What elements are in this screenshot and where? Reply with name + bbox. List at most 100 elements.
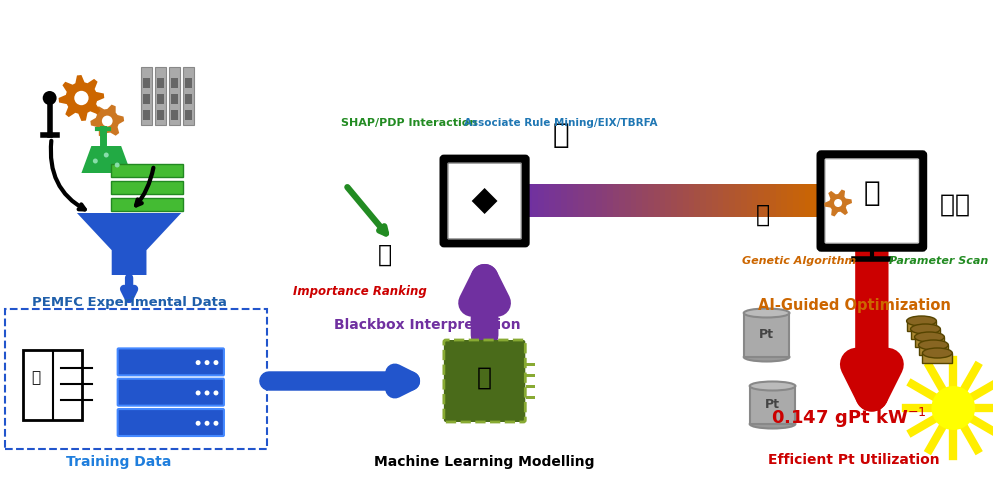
Text: PEMFC Experimental Data: PEMFC Experimental Data [32, 296, 227, 309]
Bar [911, 329, 940, 339]
Text: 🔨: 🔨 [378, 243, 392, 267]
Bar [810, 184, 817, 217]
Bar [526, 374, 535, 377]
Circle shape [931, 386, 975, 430]
Ellipse shape [750, 382, 795, 390]
Bar [526, 385, 535, 388]
Bar [155, 67, 166, 125]
Text: Importance Ranking: Importance Ranking [293, 285, 426, 298]
Bar [526, 385, 535, 388]
Bar [526, 385, 535, 388]
Bar [141, 67, 152, 125]
Bar [526, 385, 535, 388]
Bar [526, 184, 533, 217]
FancyBboxPatch shape [118, 379, 224, 406]
Text: 💡: 💡 [864, 179, 880, 207]
FancyBboxPatch shape [441, 156, 528, 246]
Bar [111, 198, 183, 211]
Circle shape [205, 390, 210, 395]
Circle shape [196, 390, 201, 395]
Ellipse shape [744, 309, 789, 317]
Bar [677, 184, 684, 217]
Polygon shape [472, 188, 497, 214]
Bar [171, 78, 178, 88]
Text: Pt: Pt [765, 398, 780, 412]
Bar [526, 363, 535, 366]
Text: Genetic Algorithm: Genetic Algorithm [742, 256, 856, 266]
Bar [561, 184, 568, 217]
Bar [752, 184, 759, 217]
Bar [735, 184, 742, 217]
Bar [607, 184, 614, 217]
FancyBboxPatch shape [23, 350, 82, 420]
Bar [573, 184, 579, 217]
Polygon shape [824, 189, 852, 216]
Bar [532, 184, 539, 217]
Bar [741, 184, 748, 217]
Bar [665, 184, 672, 217]
Bar [538, 184, 545, 217]
Bar [671, 184, 678, 217]
Circle shape [102, 115, 113, 126]
Bar [770, 184, 777, 217]
Ellipse shape [744, 352, 789, 361]
Circle shape [93, 159, 98, 164]
Text: Associate Rule Mining/EIX/TBRFA: Associate Rule Mining/EIX/TBRFA [464, 118, 658, 128]
Bar [694, 184, 701, 217]
Text: 🧠: 🧠 [756, 203, 770, 227]
Bar [143, 110, 150, 120]
Bar [723, 184, 730, 217]
Bar [922, 353, 952, 363]
Bar [712, 184, 719, 217]
Bar [793, 184, 800, 217]
Bar [919, 345, 948, 355]
Bar [526, 374, 535, 377]
Text: Training Data: Training Data [66, 455, 172, 469]
Text: 🧠: 🧠 [477, 366, 492, 390]
Ellipse shape [922, 348, 952, 358]
Circle shape [213, 421, 218, 426]
Bar [567, 184, 574, 217]
Bar [625, 184, 632, 217]
Bar [171, 110, 178, 120]
Bar [602, 184, 608, 217]
FancyBboxPatch shape [118, 409, 224, 436]
Bar [758, 184, 765, 217]
Polygon shape [90, 105, 124, 138]
Bar [781, 184, 788, 217]
Bar [526, 363, 535, 366]
Bar [660, 184, 666, 217]
Bar [729, 184, 736, 217]
Bar [907, 321, 936, 331]
Bar [799, 184, 806, 217]
Circle shape [115, 163, 120, 168]
Text: 🔬: 🔬 [31, 371, 40, 386]
Bar [764, 184, 771, 217]
Bar [718, 184, 724, 217]
Bar [526, 374, 535, 377]
Text: AI-Guided Optimization: AI-Guided Optimization [758, 298, 950, 313]
Bar [526, 396, 535, 399]
Circle shape [213, 390, 218, 395]
Text: Pt: Pt [759, 328, 774, 342]
Bar [183, 67, 194, 125]
Circle shape [74, 91, 89, 105]
Text: Efficient Pt Utilization: Efficient Pt Utilization [768, 453, 940, 467]
Bar [578, 184, 585, 217]
Circle shape [834, 199, 842, 207]
Text: 0.147 gPt kW$^{-1}$: 0.147 gPt kW$^{-1}$ [771, 406, 927, 430]
Circle shape [213, 360, 218, 365]
Bar [648, 184, 655, 217]
Circle shape [196, 421, 201, 426]
Bar [111, 164, 183, 177]
Bar [689, 184, 695, 217]
Bar [613, 184, 620, 217]
Text: 🧑‍💼: 🧑‍💼 [940, 193, 970, 217]
Bar [642, 184, 649, 217]
Text: SHAP/PDP Interaction: SHAP/PDP Interaction [341, 118, 477, 128]
Text: Blackbox Interpretation: Blackbox Interpretation [334, 318, 520, 332]
Bar [169, 67, 180, 125]
Bar [631, 184, 637, 217]
Bar [700, 184, 707, 217]
Bar [143, 78, 150, 88]
